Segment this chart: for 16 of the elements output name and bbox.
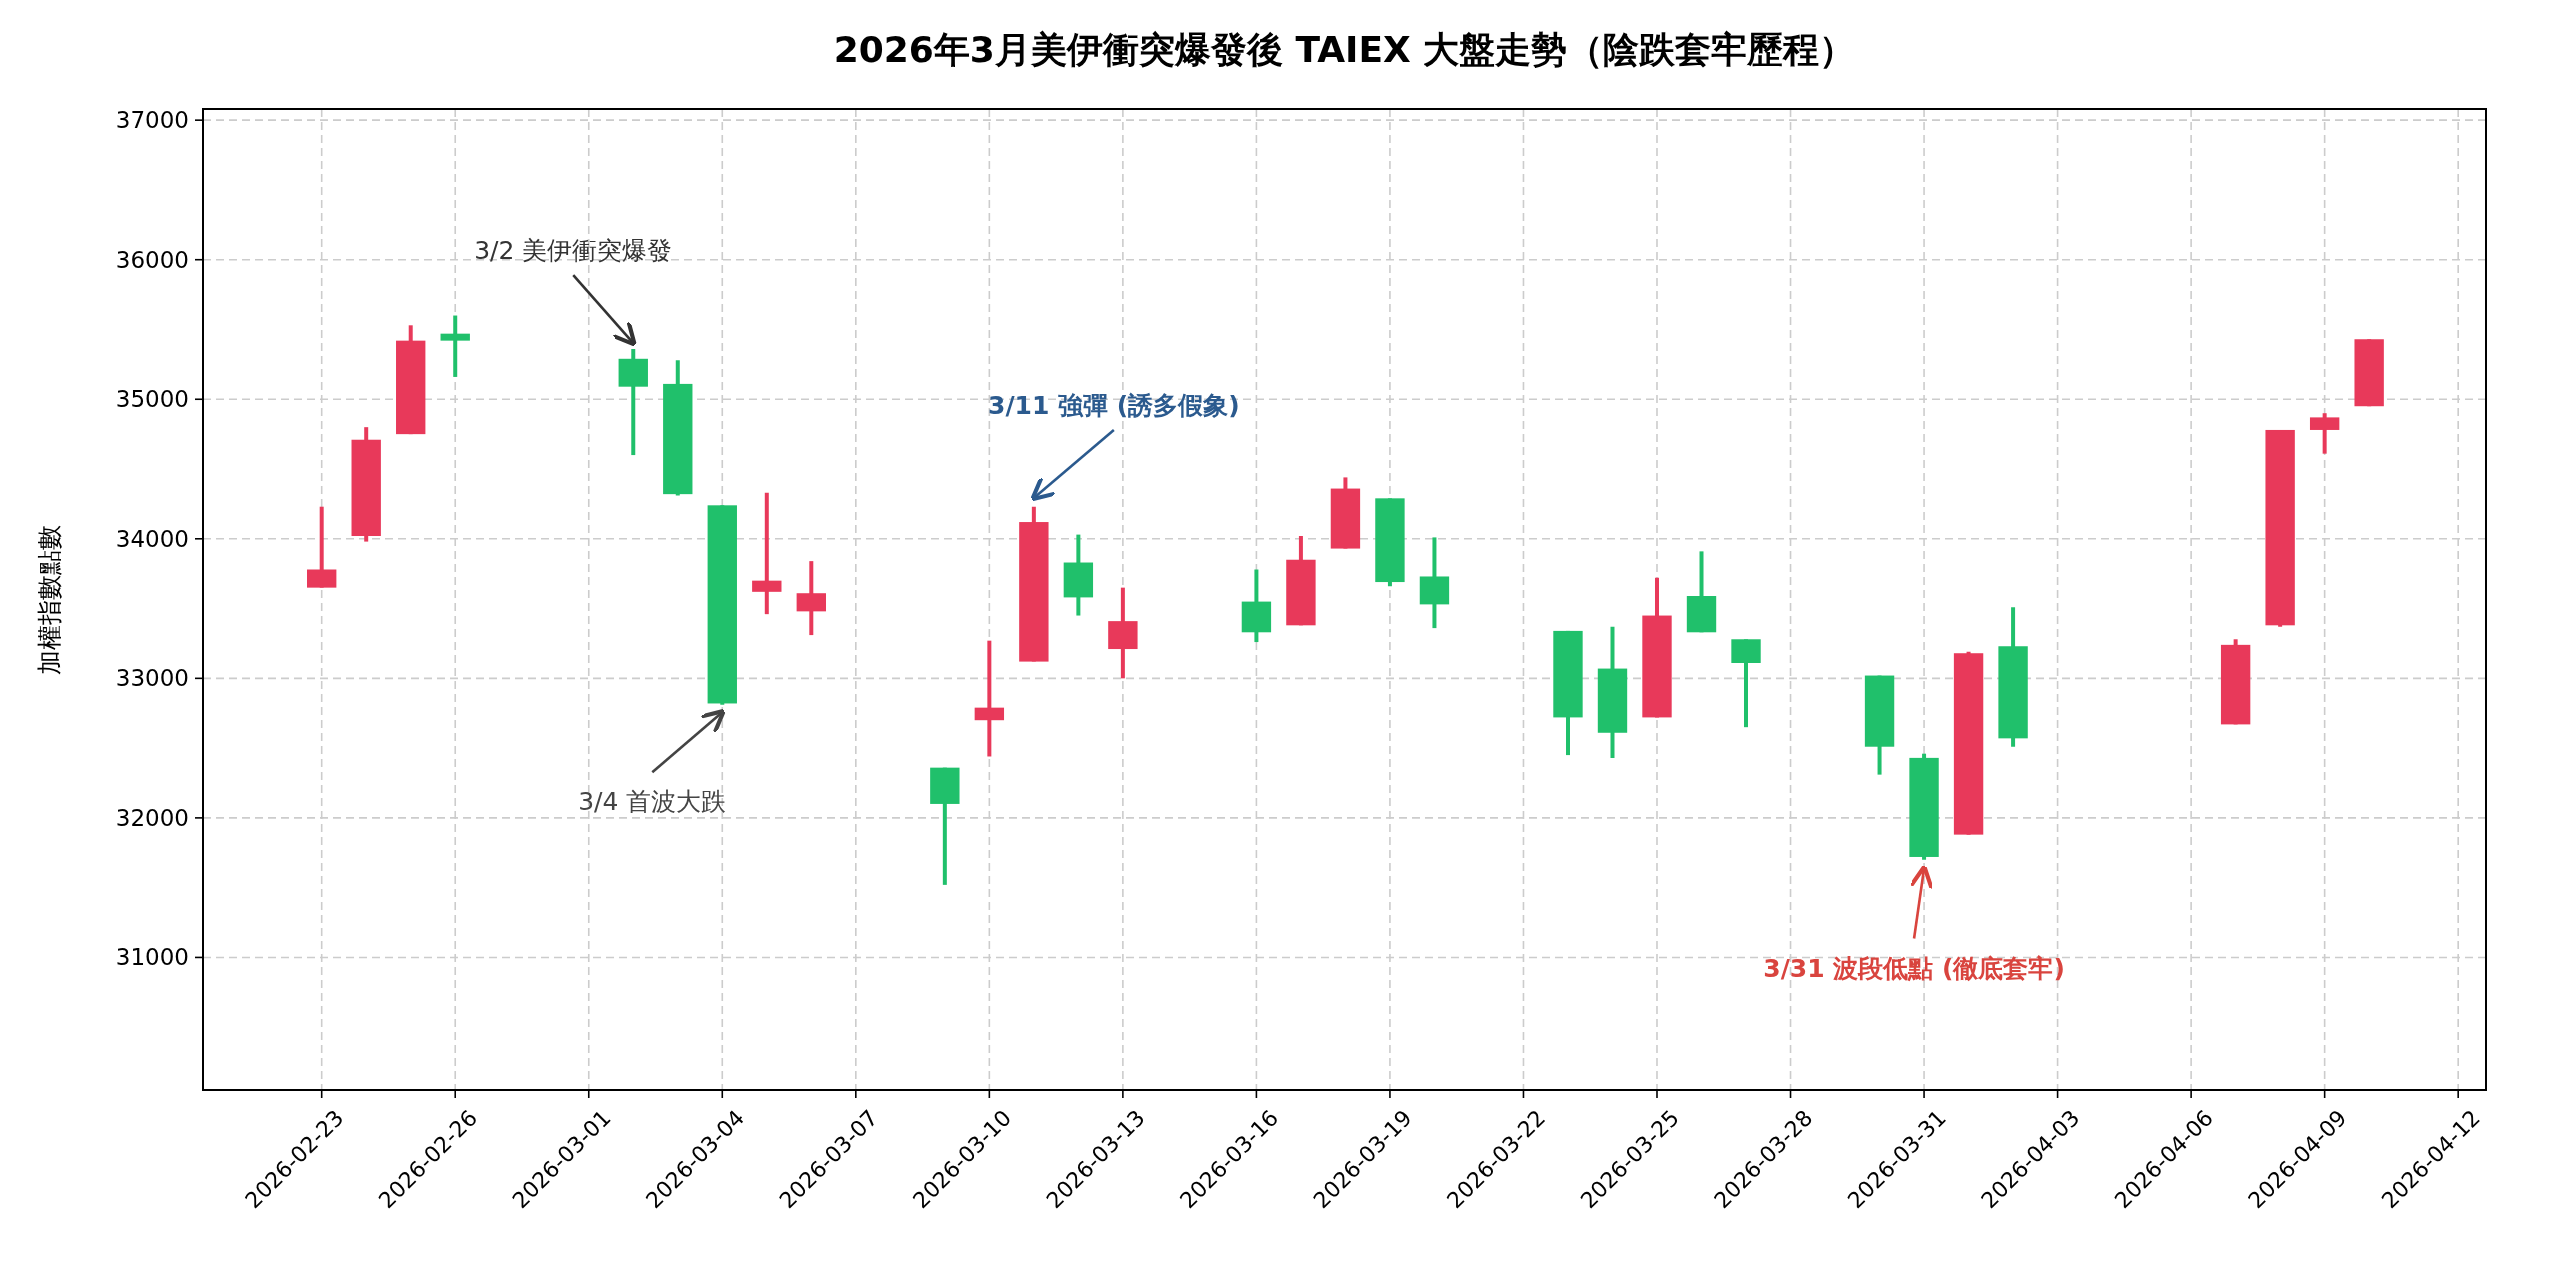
annotation: 3/4 首波大跌 [578,787,727,817]
y-axis-title: 加權指數點數 [35,524,64,675]
y-tick-label: 32000 [115,804,189,831]
candlestick [974,640,1005,757]
y-tick-label: 34000 [115,525,189,552]
annotation: 3/31 波段低點 (徹底套牢) [1763,953,2065,983]
annotation: 3/2 美伊衝突爆發 [474,236,673,266]
y-tick-label: 37000 [115,107,189,134]
candlestick [440,315,470,377]
y-tick-label: 36000 [115,246,189,273]
candlestick [752,492,782,615]
y-tick-label: 31000 [115,944,189,971]
y-tick-label: 35000 [115,386,189,413]
y-tick-label: 33000 [115,665,189,692]
chart-title: 2026年3月美伊衝突爆發後 TAIEX 大盤走勢（陰跌套牢歷程） [833,29,1856,70]
annotation: 3/11 強彈 (誘多假象) [988,390,1240,420]
